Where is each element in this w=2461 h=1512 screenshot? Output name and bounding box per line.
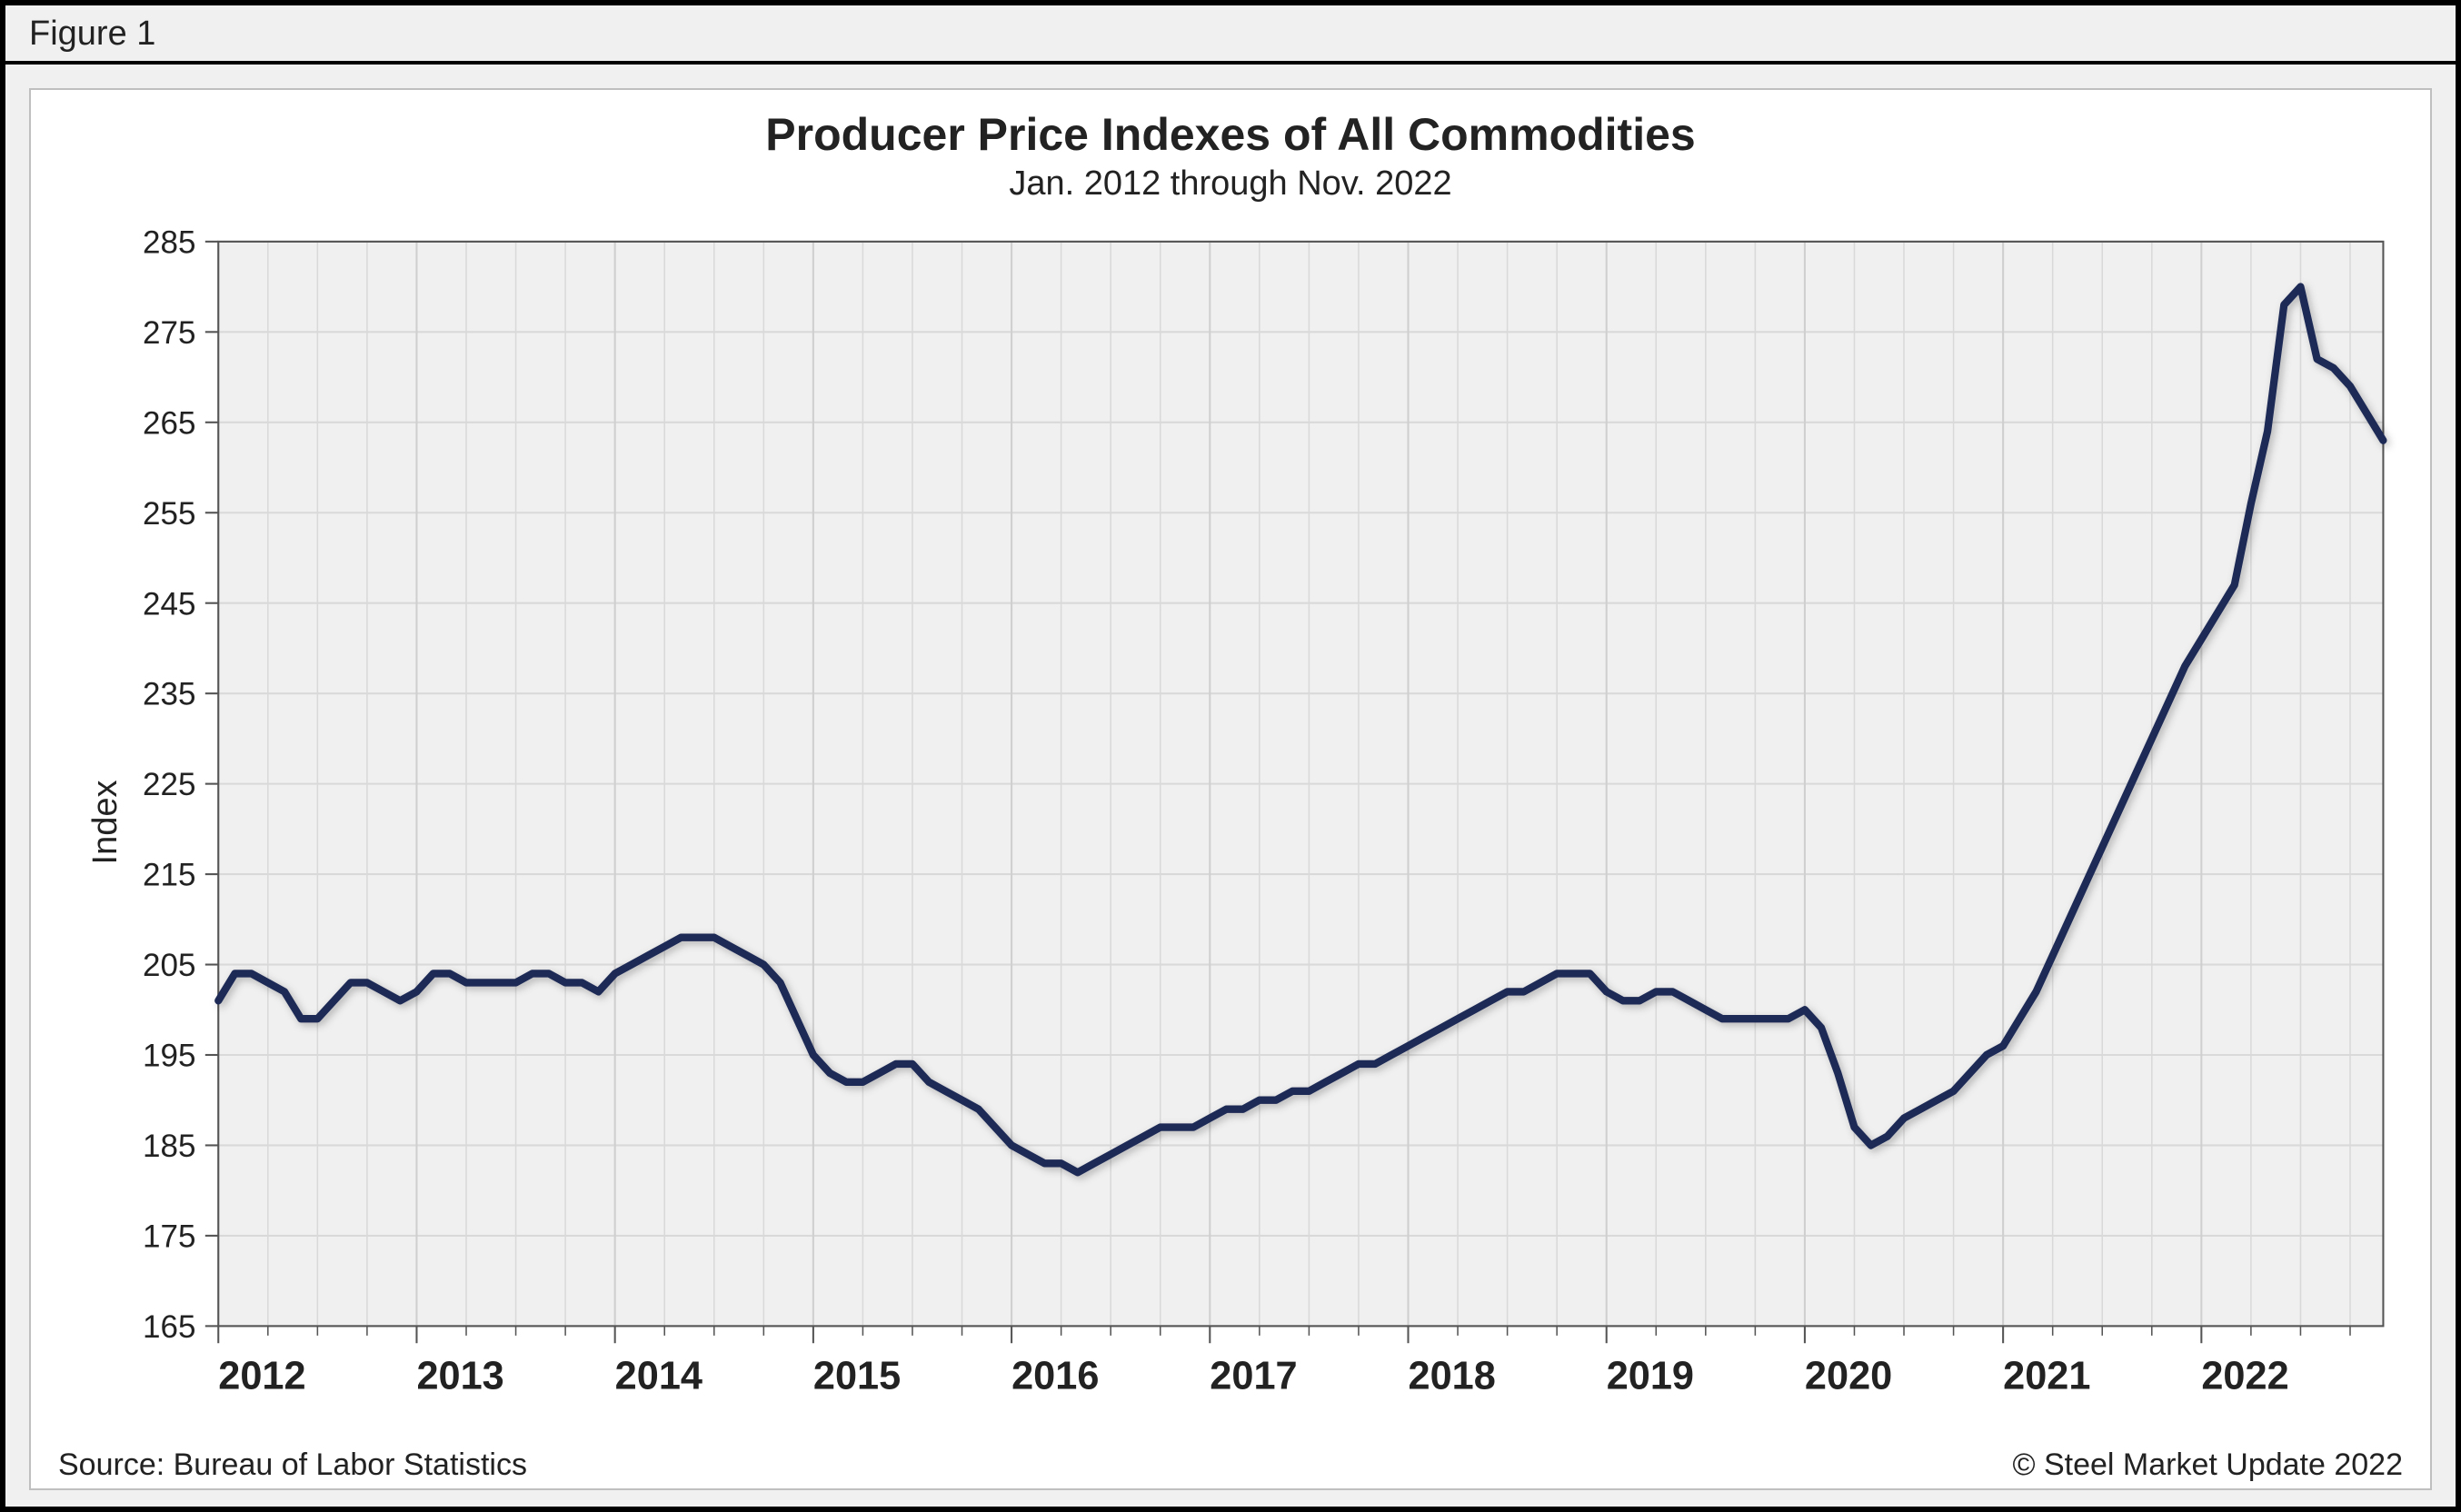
- line-chart-svg: 165 175 185 195 205 215 225 235 245 255 265 275 285 2…: [31, 204, 2430, 1440]
- svg-text:215: 215: [143, 857, 195, 892]
- plot-area: Index: [31, 204, 2430, 1440]
- svg-text:255: 255: [143, 496, 195, 532]
- svg-text:2012: 2012: [218, 1353, 305, 1398]
- svg-text:205: 205: [143, 948, 195, 983]
- chart-footer: Source: Bureau of Labor Statistics © Ste…: [31, 1440, 2430, 1488]
- chart-title: Producer Price Indexes of All Commoditie…: [31, 108, 2430, 161]
- source-text: Source: Bureau of Labor Statistics: [58, 1447, 527, 1483]
- svg-text:2022: 2022: [2201, 1353, 2288, 1398]
- svg-text:2020: 2020: [1805, 1353, 1892, 1398]
- svg-text:245: 245: [143, 586, 195, 622]
- svg-text:185: 185: [143, 1129, 195, 1164]
- figure-label: Figure 1: [5, 5, 2456, 65]
- svg-text:235: 235: [143, 676, 195, 711]
- svg-text:285: 285: [143, 224, 195, 260]
- svg-text:195: 195: [143, 1038, 195, 1073]
- svg-text:225: 225: [143, 767, 195, 802]
- figure-frame: Figure 1 Producer Price Indexes of All C…: [0, 0, 2461, 1512]
- svg-text:2016: 2016: [1011, 1353, 1099, 1398]
- svg-text:2018: 2018: [1409, 1353, 1496, 1398]
- svg-text:265: 265: [143, 405, 195, 441]
- svg-text:2019: 2019: [1607, 1353, 1694, 1398]
- copyright-text: © Steel Market Update 2022: [2012, 1447, 2403, 1483]
- svg-text:2017: 2017: [1210, 1353, 1297, 1398]
- chart-card: Producer Price Indexes of All Commoditie…: [29, 88, 2432, 1490]
- svg-text:175: 175: [143, 1219, 195, 1254]
- svg-text:2014: 2014: [615, 1353, 703, 1398]
- svg-text:2021: 2021: [2003, 1353, 2090, 1398]
- svg-text:275: 275: [143, 315, 195, 351]
- chart-titles: Producer Price Indexes of All Commoditie…: [31, 90, 2430, 204]
- svg-text:2015: 2015: [813, 1353, 901, 1398]
- inner-area: Producer Price Indexes of All Commoditie…: [5, 65, 2456, 1507]
- svg-text:2013: 2013: [416, 1353, 503, 1398]
- svg-text:165: 165: [143, 1309, 195, 1345]
- chart-subtitle: Jan. 2012 through Nov. 2022: [31, 164, 2430, 204]
